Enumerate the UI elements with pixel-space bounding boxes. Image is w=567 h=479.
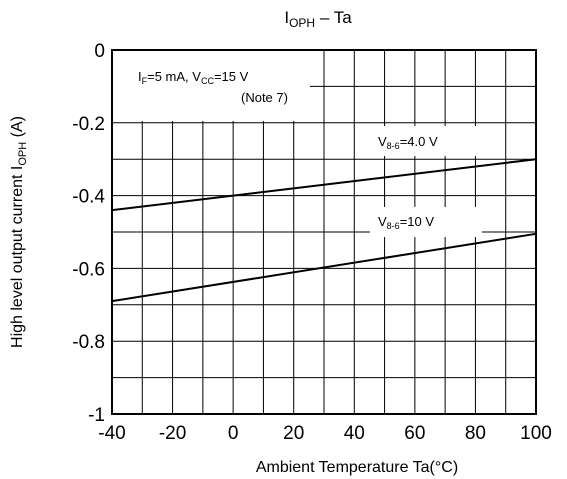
x-tick-label: 20 bbox=[283, 423, 304, 444]
series-line-2 bbox=[111, 232, 537, 303]
condition-annotation: IF=5 mA, VCC=15 V (Note 7) bbox=[113, 51, 310, 121]
x-tick-label: -20 bbox=[159, 423, 186, 444]
y-tick-labels: 0 -0.2 -0.4 -0.6 -0.8 -1 bbox=[72, 41, 105, 426]
series-label-bg-4v bbox=[370, 126, 482, 156]
y-tick-label: -1 bbox=[88, 405, 105, 426]
annotation-line-1: IF=5 mA, VCC=15 V bbox=[138, 69, 249, 86]
y-tick-label: -0.8 bbox=[72, 332, 105, 353]
annotation-line-2: (Note 7) bbox=[241, 90, 288, 105]
x-tick-label: 80 bbox=[465, 423, 486, 444]
y-tick-label: -0.4 bbox=[72, 187, 105, 208]
series-line-1 bbox=[111, 158, 537, 212]
y-tick-label: 0 bbox=[94, 41, 105, 62]
x-tick-label: 60 bbox=[404, 423, 425, 444]
series-label-4v: V8-6=4.0 V bbox=[378, 134, 438, 151]
chart-title: IOPH – Ta bbox=[284, 8, 352, 30]
x-tick-labels: -40 -20 0 20 40 60 80 100 bbox=[98, 423, 552, 444]
x-tick-label: 100 bbox=[520, 423, 552, 444]
series-label-bg-10v bbox=[370, 207, 482, 237]
y-axis-label: High level output current IOPH (A) bbox=[9, 116, 29, 348]
x-tick-label: 0 bbox=[228, 423, 239, 444]
series-label-10v: V8-6=10 V bbox=[378, 214, 434, 231]
y-tick-label: -0.6 bbox=[72, 259, 105, 280]
x-tick-label: 40 bbox=[344, 423, 365, 444]
plot-frame bbox=[111, 49, 537, 415]
x-tick-label: -40 bbox=[98, 423, 125, 444]
series-lines bbox=[111, 158, 537, 303]
x-axis-label: Ambient Temperature Ta(°C) bbox=[256, 459, 458, 476]
annotation-background bbox=[113, 51, 310, 121]
y-tick-label: -0.2 bbox=[72, 114, 105, 135]
